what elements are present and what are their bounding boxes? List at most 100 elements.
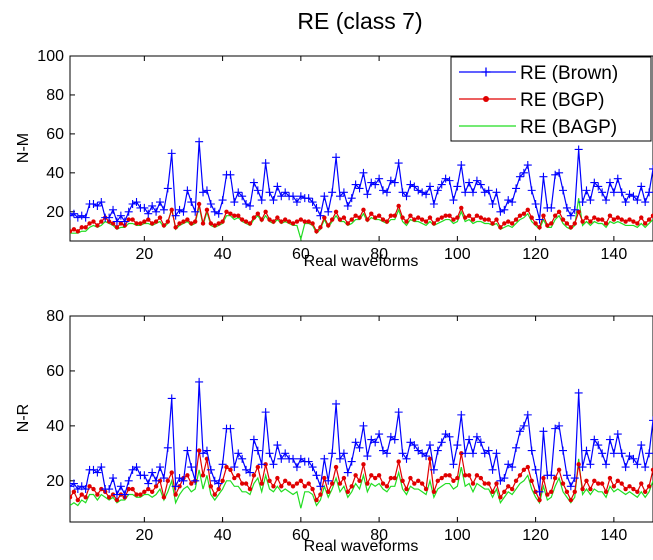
point-re-bgp (341, 475, 347, 481)
point-re-brown (281, 188, 290, 197)
point-re-bgp (541, 213, 546, 218)
y-tick-label-nr: 40 (46, 418, 64, 435)
point-re-bgp (157, 215, 163, 220)
point-re-bgp (372, 475, 378, 481)
point-re-brown (89, 200, 98, 208)
axis-ticks-nm: 20 40 60 80 100 120 140 20 40 60 80 100 (37, 48, 627, 263)
x-tick-label-nm: 40 (214, 246, 232, 263)
point-re-brown (171, 211, 180, 220)
point-re-bgp (337, 217, 343, 222)
point-re-brown (562, 203, 571, 212)
point-re-bgp (646, 217, 652, 222)
legend-marker-brown (481, 67, 491, 77)
y-tick-label-nm: 20 (46, 204, 64, 221)
point-re-brown (535, 487, 544, 496)
point-re-brown (167, 394, 176, 403)
point-re-brown (73, 213, 82, 222)
point-re-brown (422, 190, 431, 199)
point-re-bgp (275, 475, 280, 481)
point-re-brown (245, 201, 254, 210)
point-re-bgp (627, 484, 632, 489)
point-re-bgp (607, 475, 613, 481)
point-re-bgp (584, 215, 589, 220)
point-re-brown (433, 186, 442, 195)
point-re-brown (155, 463, 164, 472)
point-re-bgp (243, 481, 249, 486)
point-re-brown (410, 441, 419, 450)
point-re-brown (527, 186, 536, 195)
point-re-bgp (596, 217, 601, 222)
point-re-brown (375, 430, 384, 439)
point-re-bgp (384, 484, 390, 489)
point-re-brown (512, 443, 521, 452)
point-re-bgp (114, 497, 120, 503)
point-re-brown (641, 198, 650, 207)
point-re-bgp (494, 217, 499, 222)
point-re-bgp (130, 217, 135, 222)
series-re-bgp-nm (70, 201, 653, 234)
point-re-bgp (525, 207, 530, 213)
point-re-brown (281, 449, 290, 458)
point-re-brown (559, 186, 568, 195)
point-re-brown (97, 198, 106, 207)
point-re-bgp (533, 221, 538, 226)
point-re-brown (324, 476, 333, 485)
point-re-brown (449, 196, 458, 205)
point-re-bgp (482, 481, 487, 486)
point-re-bgp (517, 473, 523, 478)
y-tick-label-nm: 60 (46, 126, 64, 143)
point-re-brown (292, 463, 301, 472)
point-re-brown (289, 192, 298, 201)
point-re-brown (570, 474, 579, 483)
point-re-bgp (580, 219, 585, 224)
point-re-bgp (161, 223, 167, 228)
point-re-bgp (552, 213, 558, 218)
point-re-brown (155, 198, 164, 207)
point-re-brown (449, 460, 458, 469)
point-re-brown (594, 182, 603, 191)
point-re-bgp (357, 478, 362, 483)
point-re-bgp (466, 213, 472, 218)
x-tick-label-nr: 20 (135, 527, 153, 544)
point-re-bgp (267, 478, 272, 483)
point-re-bgp (181, 219, 186, 224)
point-re-bgp (431, 221, 437, 226)
series-re-brown-nr (70, 377, 653, 499)
point-re-brown (351, 180, 360, 189)
point-re-brown (555, 168, 564, 177)
point-re-brown (304, 194, 313, 203)
point-re-bgp (95, 492, 100, 497)
point-re-bgp (455, 475, 460, 481)
point-re-brown (312, 203, 321, 212)
point-re-bgp (345, 489, 351, 494)
point-re-bgp (361, 207, 366, 213)
y-axis-label-nr: N-R (15, 404, 32, 432)
point-re-brown (617, 188, 626, 197)
point-re-bgp (447, 473, 452, 478)
point-re-bgp (549, 489, 554, 494)
point-re-bgp (396, 459, 401, 464)
point-re-brown (480, 188, 489, 197)
point-re-bgp (216, 486, 221, 492)
point-re-bgp (185, 473, 190, 478)
point-re-bgp (71, 227, 77, 232)
point-re-bgp (208, 484, 214, 489)
point-re-bgp (236, 473, 241, 478)
point-re-bgp (443, 473, 448, 478)
point-re-bgp (435, 217, 440, 222)
point-re-brown (70, 211, 74, 220)
point-re-brown (433, 446, 442, 455)
series-re-bagp-nr (70, 458, 653, 509)
point-re-brown (81, 485, 90, 494)
point-re-brown (500, 474, 509, 483)
panel-nr: 20 40 60 80 100 120 140 20 40 60 80 Real waveforms… (15, 308, 653, 555)
point-re-bgp (545, 492, 550, 497)
point-re-bgp (329, 481, 335, 486)
point-re-brown (226, 170, 235, 179)
point-re-bgp (349, 484, 354, 489)
point-re-bgp (314, 229, 319, 234)
point-re-bgp (83, 495, 88, 500)
point-re-brown (645, 188, 653, 197)
point-re-bgp (439, 215, 444, 220)
point-re-brown (602, 196, 611, 205)
